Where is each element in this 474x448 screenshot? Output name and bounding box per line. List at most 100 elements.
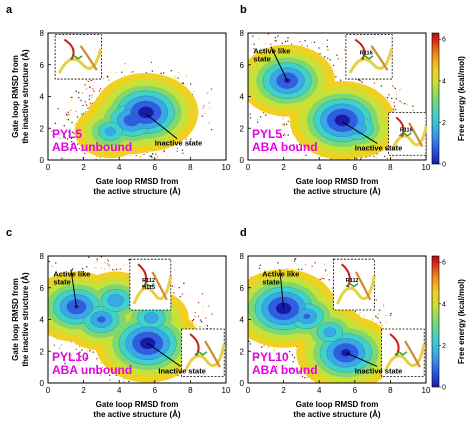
y-tick-label: 2 [40,347,45,356]
annotation-text: state [53,278,71,287]
x-tick-label: 6 [153,386,158,395]
colorbar: 0 2 4 6 Free energy (kcal/mol) [431,32,466,169]
y-tick-label: 2 [40,124,45,133]
colorbar-tick-label: 6 [442,260,446,267]
system-label: ABA bound [252,140,318,154]
annotation-text: Active like [253,47,290,56]
y-tick-label: 2 [240,124,245,133]
y-tick-label: 8 [240,29,245,38]
colorbar-tick-label: 0 [442,385,446,392]
structure-inset [381,328,426,378]
x-tick-label: 6 [153,163,158,172]
x-axis-label: the active structure (Å) [293,187,380,196]
x-tick-label: 8 [188,163,193,172]
x-axis-label: Gate loop RMSD from [296,400,379,409]
x-tick-label: 4 [117,386,122,395]
x-tick-label: 4 [317,386,322,395]
x-tick-label: 10 [222,163,231,172]
x-tick-label: 2 [281,163,286,172]
x-tick-label: 2 [81,163,86,172]
x-tick-label: 10 [422,386,431,395]
x-tick-label: 6 [353,163,358,172]
x-tick-label: 6 [353,386,358,395]
y-tick-label: 0 [240,156,245,165]
panel-letter: d [240,227,247,239]
colorbar-tick-label: 6 [442,37,446,44]
annotation-text: Inactive state [158,366,206,375]
state-annotation: Inactive state [145,113,203,148]
y-tick-label: 8 [240,252,245,261]
x-tick-label: 4 [117,163,122,172]
state-annotation: Inactive state [345,352,403,375]
x-axis-label: the active structure (Å) [293,410,380,419]
y-tick-label: 8 [40,252,45,261]
y-tick-label: 0 [40,156,45,165]
annotation-text: Inactive state [355,143,403,152]
y-axis-label: the inactive structure (Å) [21,272,30,367]
system-label: PYL10 [52,350,89,364]
x-tick-label: 0 [46,386,51,395]
structure-inset [181,328,226,378]
x-tick-label: 4 [317,163,322,172]
y-tick-label: 2 [240,347,245,356]
annotation-text: Inactive state [155,139,203,148]
panel-letter: a [6,4,13,16]
x-axis-label: the active structure (Å) [93,410,180,419]
y-tick-label: 4 [40,93,45,102]
x-tick-label: 0 [246,163,251,172]
system-label: PYL5 [252,127,282,141]
residue-label: R112 [142,278,155,284]
system-label: ABA bound [252,363,318,377]
annotation-text: state [262,278,280,287]
x-tick-label: 8 [388,163,393,172]
y-tick-label: 6 [240,284,245,293]
y-tick-label: 6 [40,284,45,293]
structure-inset [54,34,103,80]
y-tick-label: 4 [240,316,245,325]
free-energy-surface [51,61,213,160]
x-tick-label: 10 [222,386,231,395]
y-tick-label: 0 [240,379,245,388]
colorbar-tick-label: 4 [442,301,446,308]
y-axis-label: Gate loop RMSD from [11,278,20,361]
x-tick-label: 8 [388,386,393,395]
x-axis-label: Gate loop RMSD from [296,177,379,186]
x-tick-label: 2 [81,386,86,395]
y-axis-label: the inactive structure (Å) [21,49,30,144]
x-tick-label: 0 [246,386,251,395]
colorbar-tick-label: 2 [442,120,446,127]
y-tick-label: 4 [40,316,45,325]
y-tick-label: 6 [240,61,245,70]
structure-inset: R116 [388,111,428,156]
x-axis-label: Gate loop RMSD from [96,400,179,409]
structure-inset: R116 [345,34,394,80]
panel-letter: b [240,4,247,16]
panel-letter: c [6,227,12,239]
residue-label: H115 [142,285,155,291]
y-axis-label: Gate loop RMSD from [11,55,20,138]
state-annotation: Inactive state [147,342,206,375]
colorbar-tick-label: 4 [442,78,446,85]
y-tick-label: 4 [240,93,245,102]
annotation-text: state [253,55,271,64]
y-tick-label: 0 [40,379,45,388]
system-label: ABA unbound [52,363,132,377]
x-tick-label: 2 [281,386,286,395]
residue-label: R116 [360,51,373,57]
y-tick-label: 8 [40,29,45,38]
annotation-text: Inactive state [355,366,403,375]
colorbar: 0 2 4 6 Free energy (kcal/mol) [431,255,466,392]
x-axis-label: Gate loop RMSD from [96,177,179,186]
x-tick-label: 8 [188,386,193,395]
state-annotation: Inactive state [342,121,403,152]
colorbar-tick-label: 0 [442,162,446,169]
structure-inset: R112 [333,258,376,311]
